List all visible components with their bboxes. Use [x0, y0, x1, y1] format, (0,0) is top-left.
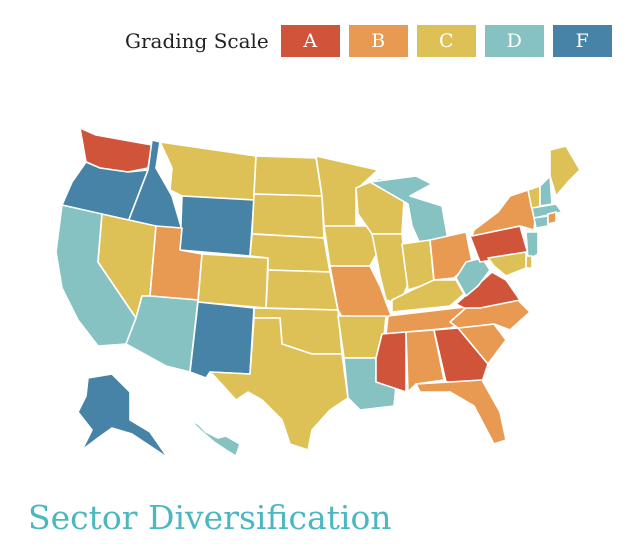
state-co[interactable] [197, 253, 269, 309]
state-ma[interactable] [531, 203, 563, 219]
state-ny[interactable] [471, 189, 537, 237]
state-ms[interactable] [375, 331, 407, 393]
state-ky[interactable] [391, 279, 465, 313]
state-ak[interactable] [77, 373, 169, 459]
state-hi[interactable] [189, 419, 241, 457]
grade-d-label: D [506, 30, 522, 52]
state-me[interactable] [549, 145, 581, 197]
us-map-svg [55, 127, 581, 459]
grade-d-swatch: D [484, 25, 544, 57]
state-md[interactable] [487, 251, 527, 277]
grading-scale-legend: Grading Scale A B C D F [125, 25, 612, 57]
state-ia[interactable] [323, 225, 381, 267]
state-fl[interactable] [415, 379, 507, 445]
grade-c-label: C [438, 30, 454, 52]
grade-a-swatch: A [280, 25, 340, 57]
state-ks[interactable] [265, 269, 339, 311]
state-tx[interactable] [209, 317, 349, 451]
state-al[interactable] [405, 329, 445, 393]
state-de[interactable] [525, 255, 533, 269]
state-nj[interactable] [525, 231, 539, 261]
state-mi[interactable] [369, 175, 449, 245]
grade-b-swatch: B [348, 25, 408, 57]
state-nh[interactable] [539, 175, 553, 207]
us-map [0, 70, 635, 470]
state-ga[interactable] [433, 327, 489, 383]
state-mt[interactable] [159, 141, 257, 201]
state-ri[interactable] [547, 211, 557, 225]
grade-a-label: A [303, 30, 318, 52]
grade-f-swatch: F [552, 25, 612, 57]
state-va[interactable] [455, 271, 521, 309]
grade-f-label: F [575, 30, 589, 52]
state-nm[interactable] [189, 301, 255, 379]
state-sd[interactable] [251, 193, 325, 239]
legend-label: Grading Scale [125, 29, 269, 53]
grade-c-swatch: C [416, 25, 476, 57]
grade-b-label: B [371, 30, 386, 52]
page-title: Sector Diversification [28, 498, 392, 537]
state-wy[interactable] [179, 195, 255, 257]
state-nd[interactable] [253, 155, 323, 197]
state-ct[interactable] [533, 215, 549, 229]
